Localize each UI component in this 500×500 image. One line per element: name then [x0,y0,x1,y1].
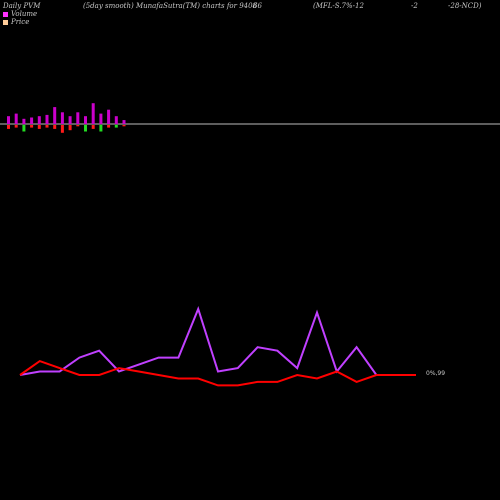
volume-bar-up [45,114,49,124]
volume-bar-down [91,125,95,129]
volume-bar-down [107,125,111,128]
chart-title-instrument: (MFL-S.7%-12 [313,2,364,10]
volume-bar-down [30,125,34,128]
chart-title-suffix: -28-NCD) [448,2,482,10]
volume-bar-up [30,117,34,124]
chart-title-main: (5day smooth) MunafaSutra(TM) charts for… [83,2,258,10]
volume-bar-up [22,118,26,124]
volume-bar-down [84,125,87,132]
volume-bar-down [45,125,49,128]
price-label: 0%,99 [426,370,445,377]
legend-price-label: Price [11,18,30,26]
volume-bar-down [22,125,26,132]
price-line [19,359,416,387]
legend-volume-label: Volume [11,10,38,18]
legend-volume-swatch [3,11,8,17]
volume-bar-up [14,113,18,124]
volume-bar-down [76,125,80,127]
volume-bar-up [60,112,64,124]
volume-bar-up [76,112,80,124]
volume-bar-down [14,125,18,128]
volume-bar-down [53,125,57,129]
volume-bar-up [53,107,57,124]
volume-bar-down [7,125,10,129]
volume-bar-up [114,116,118,124]
volume-bars [7,103,126,133]
volume-bar-up [91,103,95,124]
volume-bar-down [122,125,126,127]
volume-bar-up [37,116,41,124]
chart-title-code: 66 [253,2,262,10]
legend-volume: Volume [3,10,37,18]
volume-bar-up [99,113,103,124]
chart-title-left: Daily PVM [3,2,41,10]
volume-bar-up [84,116,87,124]
volume-bar-down [37,125,41,129]
volume-bar-down [68,125,72,131]
volume-bar-down [99,125,103,132]
volume-bar-up [122,120,126,124]
volume-bar-up [107,109,111,124]
volume-bar-up [7,116,10,124]
legend-price-swatch [3,19,8,25]
pvm-line [19,306,416,376]
legend-price: Price [3,18,29,26]
volume-bar-down [60,125,64,133]
volume-bar-up [68,116,72,124]
volume-bar-down [114,125,118,128]
chart-title-part: -2 [411,2,418,10]
